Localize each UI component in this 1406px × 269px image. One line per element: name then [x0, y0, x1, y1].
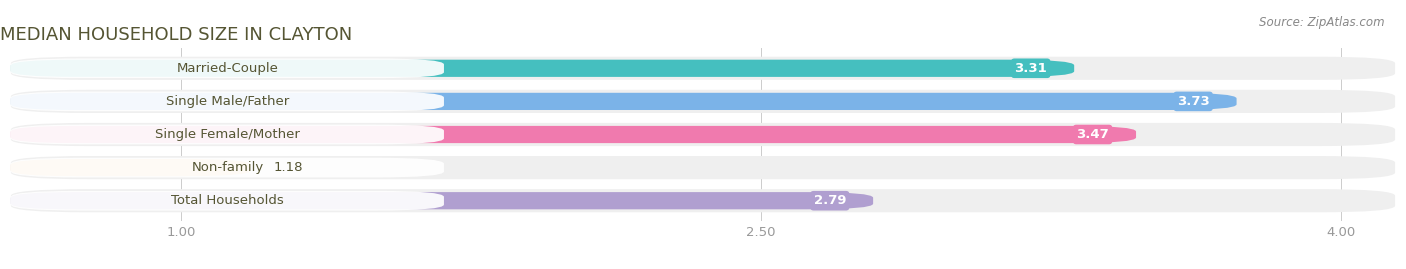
FancyBboxPatch shape [11, 189, 1395, 212]
FancyBboxPatch shape [11, 57, 1395, 80]
FancyBboxPatch shape [11, 158, 444, 178]
FancyBboxPatch shape [11, 90, 1395, 113]
Text: Total Households: Total Households [172, 194, 284, 207]
Text: Married-Couple: Married-Couple [177, 62, 278, 75]
FancyBboxPatch shape [11, 125, 444, 144]
Text: Single Male/Father: Single Male/Father [166, 95, 290, 108]
Text: 3.31: 3.31 [1014, 62, 1047, 75]
Text: 3.73: 3.73 [1177, 95, 1209, 108]
FancyBboxPatch shape [11, 126, 1136, 143]
FancyBboxPatch shape [11, 156, 1395, 179]
Text: Source: ZipAtlas.com: Source: ZipAtlas.com [1260, 16, 1385, 29]
FancyBboxPatch shape [11, 91, 444, 111]
Text: Non-family: Non-family [191, 161, 263, 174]
FancyBboxPatch shape [11, 192, 873, 209]
FancyBboxPatch shape [11, 60, 1074, 77]
Text: 3.47: 3.47 [1076, 128, 1109, 141]
Text: Single Female/Mother: Single Female/Mother [155, 128, 299, 141]
Text: 1.18: 1.18 [274, 161, 304, 174]
FancyBboxPatch shape [11, 58, 444, 78]
FancyBboxPatch shape [11, 93, 1236, 110]
Text: 2.79: 2.79 [814, 194, 846, 207]
Text: MEDIAN HOUSEHOLD SIZE IN CLAYTON: MEDIAN HOUSEHOLD SIZE IN CLAYTON [0, 26, 353, 44]
FancyBboxPatch shape [11, 191, 444, 211]
FancyBboxPatch shape [11, 123, 1395, 146]
FancyBboxPatch shape [11, 159, 250, 176]
